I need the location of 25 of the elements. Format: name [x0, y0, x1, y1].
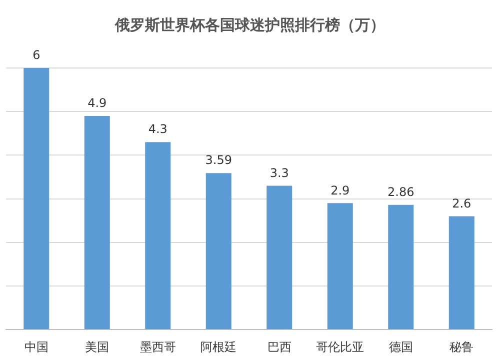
x-tick-label: 阿根廷 [200, 340, 237, 354]
data-label: 2.86 [388, 185, 414, 200]
chart-title: 俄罗斯世界杯各国球迷护照排行榜（万） [114, 15, 386, 36]
data-label: 4.9 [88, 96, 107, 110]
data-label: 4.3 [148, 122, 168, 136]
bar [206, 173, 232, 330]
data-label: 3.3 [270, 166, 289, 180]
bar [84, 116, 110, 330]
data-label: 2.6 [452, 196, 472, 210]
bar [145, 142, 171, 330]
bar [266, 186, 292, 330]
x-tick-label: 美国 [85, 340, 110, 354]
bar [24, 68, 50, 330]
data-label: 2.9 [330, 183, 350, 198]
x-tick-label: 哥伦比亚 [316, 340, 364, 354]
x-tick-label: 秘鲁 [450, 340, 474, 354]
x-tick-label: 巴西 [267, 340, 292, 354]
bar [448, 216, 474, 330]
x-tick-label: 墨西哥 [140, 340, 176, 354]
x-tick-label: 中国 [24, 340, 48, 354]
data-label: 3.59 [205, 153, 232, 168]
x-tick-label: 德国 [388, 340, 413, 354]
bar [327, 203, 353, 330]
data-label: 6 [32, 48, 40, 62]
bar [388, 204, 414, 330]
